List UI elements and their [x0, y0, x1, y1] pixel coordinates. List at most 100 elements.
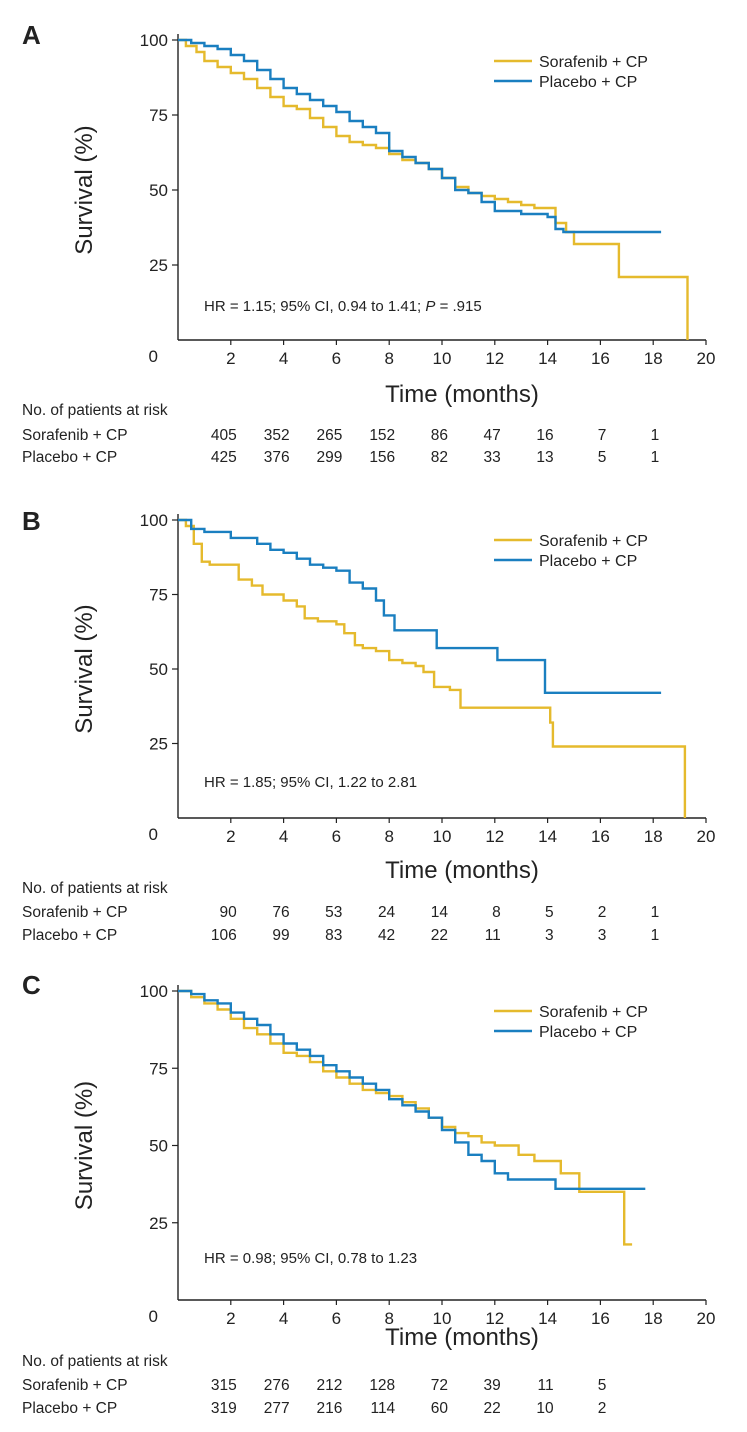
at-risk-row-label: Sorafenib + CP: [22, 427, 128, 444]
x-tick-label: 4: [279, 827, 288, 846]
y-tick-label: 0: [149, 1307, 158, 1326]
x-tick-label: 6: [332, 349, 341, 368]
panel-letter: A: [22, 20, 41, 50]
at-risk-header: No. of patients at risk: [22, 880, 168, 897]
at-risk-value: 319: [211, 1400, 237, 1417]
at-risk-value: 265: [317, 427, 343, 444]
at-risk-row-label: Sorafenib + CP: [22, 904, 128, 921]
at-risk-value: 152: [369, 427, 395, 444]
x-tick-label: 10: [433, 1309, 452, 1328]
at-risk-value: 3: [545, 927, 554, 944]
x-tick-label: 18: [644, 349, 663, 368]
at-risk-value: 60: [431, 1400, 449, 1417]
x-tick-label: 16: [591, 1309, 610, 1328]
at-risk-value: 33: [484, 449, 501, 466]
series-line-placebo: [178, 38, 662, 234]
at-risk-value: 82: [431, 449, 448, 466]
at-risk-value: 114: [370, 1400, 395, 1417]
x-tick-label: 12: [485, 827, 504, 846]
at-risk-value: 1: [651, 927, 660, 944]
at-risk-value: 8: [492, 904, 501, 921]
series-line-placebo: [178, 518, 662, 694]
at-risk-value: 1: [651, 427, 660, 444]
at-risk-value: 106: [211, 927, 237, 944]
legend-label-placebo: Placebo + CP: [539, 553, 637, 570]
y-tick-label: 0: [149, 347, 158, 366]
y-tick-label: 100: [140, 31, 168, 50]
at-risk-value: 39: [484, 1377, 501, 1394]
y-tick-label: 100: [140, 982, 168, 1001]
x-tick-label: 20: [697, 827, 716, 846]
at-risk-value: 156: [369, 449, 395, 466]
x-tick-label: 20: [697, 1309, 716, 1328]
x-tick-label: 6: [332, 1309, 341, 1328]
at-risk-value: 83: [325, 927, 342, 944]
x-tick-label: 2: [226, 349, 235, 368]
y-axis-title: Survival (%): [71, 125, 98, 254]
at-risk-value: 5: [598, 449, 607, 466]
x-tick-label: 10: [433, 827, 452, 846]
x-tick-label: 12: [485, 1309, 504, 1328]
y-tick-label: 25: [149, 735, 168, 754]
at-risk-value: 1: [651, 904, 660, 921]
at-risk-value: 10: [536, 1400, 554, 1417]
x-tick-label: 8: [384, 1309, 393, 1328]
at-risk-value: 14: [431, 904, 449, 921]
y-tick-label: 50: [149, 181, 168, 200]
x-tick-label: 4: [279, 1309, 288, 1328]
at-risk-value: 425: [211, 449, 237, 466]
panel-letter: B: [22, 506, 41, 536]
y-tick-label: 0: [149, 825, 158, 844]
at-risk-value: 277: [264, 1400, 290, 1417]
x-tick-label: 4: [279, 349, 288, 368]
x-tick-label: 8: [384, 827, 393, 846]
at-risk-value: 2: [598, 904, 607, 921]
x-tick-label: 14: [538, 349, 557, 368]
hazard-ratio-annotation: HR = 0.98; 95% CI, 0.78 to 1.23: [204, 1250, 417, 1267]
at-risk-value: 128: [369, 1377, 395, 1394]
at-risk-value: 376: [264, 449, 290, 466]
at-risk-value: 5: [545, 904, 554, 921]
x-tick-label: 12: [485, 349, 504, 368]
at-risk-value: 315: [211, 1377, 237, 1394]
annotation-part: HR = 1.85; 95% CI, 1.22 to 2.81: [204, 774, 417, 791]
legend-label-sorafenib: Sorafenib + CP: [539, 1004, 648, 1021]
at-risk-value: 212: [317, 1377, 343, 1394]
annotation-part: = .915: [435, 298, 481, 315]
at-risk-value: 24: [378, 904, 396, 921]
at-risk-value: 16: [536, 427, 553, 444]
at-risk-value: 99: [272, 927, 289, 944]
x-tick-label: 14: [538, 827, 557, 846]
y-tick-label: 100: [140, 511, 168, 530]
at-risk-value: 47: [484, 427, 501, 444]
at-risk-value: 3: [598, 927, 607, 944]
annotation-part: P: [425, 298, 435, 315]
at-risk-value: 72: [431, 1377, 448, 1394]
y-tick-label: 75: [149, 106, 168, 125]
legend-label-placebo: Placebo + CP: [539, 74, 637, 91]
series-line-sorafenib: [178, 38, 689, 340]
at-risk-value: 86: [431, 427, 448, 444]
at-risk-value: 5: [598, 1377, 607, 1394]
at-risk-row-label: Placebo + CP: [22, 449, 117, 466]
legend-label-sorafenib: Sorafenib + CP: [539, 54, 648, 71]
at-risk-header: No. of patients at risk: [22, 1353, 168, 1370]
series-line-sorafenib: [178, 518, 687, 818]
at-risk-value: 276: [264, 1377, 290, 1394]
x-tick-label: 18: [644, 1309, 663, 1328]
at-risk-value: 216: [317, 1400, 343, 1417]
y-axis-title: Survival (%): [71, 604, 98, 733]
x-axis-title: Time (months): [385, 381, 539, 408]
hazard-ratio-annotation: HR = 1.85; 95% CI, 1.22 to 2.81: [204, 774, 417, 791]
at-risk-value: 11: [538, 1377, 554, 1394]
x-tick-label: 2: [226, 827, 235, 846]
series-line-sorafenib: [178, 989, 633, 1246]
y-tick-label: 50: [149, 1137, 168, 1156]
at-risk-header: No. of patients at risk: [22, 402, 168, 419]
at-risk-value: 22: [484, 1400, 501, 1417]
x-tick-label: 10: [433, 349, 452, 368]
